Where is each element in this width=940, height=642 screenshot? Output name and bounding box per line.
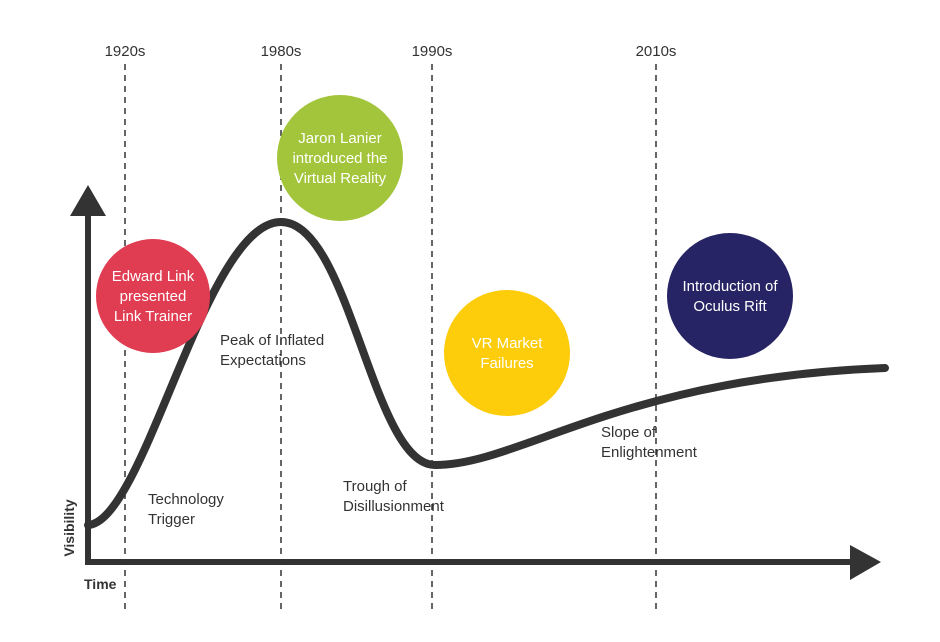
phase-label-line: Technology	[148, 491, 224, 508]
event-circle	[96, 239, 210, 353]
phase-label-line: Disillusionment	[343, 498, 445, 515]
event-circle	[667, 233, 793, 359]
phase-label: Slope of Enlightenment	[601, 424, 698, 461]
event-label: Jaron Lanier introduced the Virtual Realit…	[292, 130, 387, 187]
phase-label-line: Trigger	[148, 511, 195, 528]
event-label: VR Market Failures	[472, 335, 544, 372]
phase-label-line: Enlightenment	[601, 444, 698, 461]
event-label-line: Link Trainer	[114, 308, 192, 325]
event-label-line: presented	[120, 288, 187, 305]
era-label: 1980s	[261, 43, 302, 60]
event-label-line: introduced the	[292, 150, 387, 167]
event-label-line: Failures	[480, 355, 533, 372]
event-label-line: Oculus Rift	[693, 298, 767, 315]
era-label: 1920s	[105, 43, 146, 60]
x-axis-label: Time	[84, 576, 117, 592]
phase-label-line: Expectations	[220, 352, 306, 369]
event-label-line: Jaron Lanier	[298, 130, 381, 147]
y-arrow	[70, 185, 106, 216]
era-label: 1990s	[412, 43, 453, 60]
event-label-line: Virtual Reality	[294, 170, 387, 187]
phase-label: Technology Trigger	[148, 491, 224, 528]
event-label-line: Introduction of	[682, 278, 778, 295]
phase-label: Trough of Disillusionment	[343, 478, 445, 515]
y-axis-label: Visibility	[61, 499, 77, 557]
phase-label-line: Peak of Inflated	[220, 332, 324, 349]
event-label: Edward Link presented Link Trainer	[112, 268, 195, 325]
event-circle	[277, 95, 403, 221]
phase-label-line: Slope of	[601, 424, 657, 441]
phase-label: Peak of Inflated Expectations	[220, 332, 324, 369]
event-circle	[444, 290, 570, 416]
phase-label-line: Trough of	[343, 478, 407, 495]
event-label: Introduction of Oculus Rift	[682, 278, 778, 315]
event-label-line: Edward Link	[112, 268, 195, 285]
era-label: 2010s	[636, 43, 677, 60]
hype-curve	[84, 217, 889, 529]
x-arrow	[850, 545, 881, 580]
event-label-line: VR Market	[472, 335, 544, 352]
